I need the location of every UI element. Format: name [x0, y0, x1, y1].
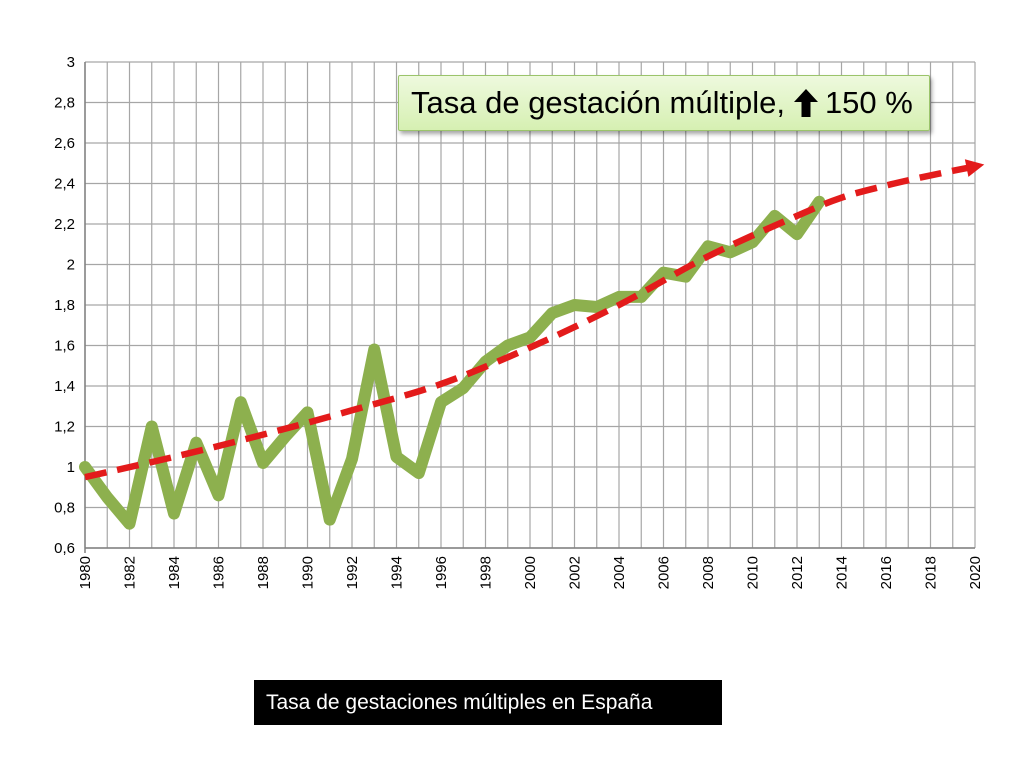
- data-point: [462, 387, 465, 390]
- data-point: [239, 401, 242, 404]
- data-point: [373, 348, 376, 351]
- data-point: [217, 494, 220, 497]
- y-tick-label: 2,4: [54, 176, 75, 193]
- y-tick-label: 2,6: [54, 135, 75, 152]
- y-tick-label: 2,8: [54, 95, 75, 112]
- data-point: [707, 245, 709, 248]
- data-point: [506, 344, 509, 347]
- x-tick-label: 1992: [344, 556, 361, 589]
- y-tick-label: 2: [67, 257, 75, 274]
- data-point: [84, 466, 86, 468]
- y-tick-label: 3: [67, 54, 75, 71]
- data-point: [128, 522, 131, 525]
- x-tick-label: 1998: [478, 556, 495, 589]
- x-tick-label: 2002: [567, 556, 584, 589]
- trend-line: [84, 164, 972, 481]
- y-tick-label: 0,6: [54, 540, 75, 557]
- data-point: [150, 425, 153, 428]
- data-point: [529, 336, 531, 339]
- data-point: [618, 295, 620, 298]
- x-tick-label: 2010: [745, 556, 762, 589]
- data-point: [773, 214, 776, 217]
- x-tick-label: 1980: [77, 556, 94, 589]
- series-line: [79, 195, 826, 530]
- data-point: [106, 496, 109, 499]
- x-tick-label: 1986: [211, 556, 228, 589]
- y-tick-label: 1,8: [54, 297, 75, 314]
- up-arrow-icon: [793, 89, 818, 117]
- y-tick-label: 1,2: [54, 419, 75, 436]
- data-point: [818, 200, 821, 203]
- data-point: [484, 360, 487, 363]
- chart-caption: Tasa de gestaciones múltiples en España: [254, 680, 722, 725]
- x-tick-label: 2004: [611, 556, 628, 589]
- data-point: [751, 241, 754, 244]
- x-tick-label: 1988: [255, 556, 272, 589]
- data-point: [328, 518, 331, 521]
- data-point: [417, 472, 420, 475]
- x-tick-label: 2008: [700, 556, 717, 589]
- annotation-percentage: 150 %: [824, 85, 913, 120]
- y-tick-label: 1,6: [54, 338, 75, 355]
- x-tick-label: 2012: [789, 556, 806, 589]
- y-tick-label: 2,2: [54, 216, 75, 233]
- data-point: [284, 435, 287, 438]
- annotation-text: Tasa de gestación múltiple,: [411, 85, 785, 120]
- x-tick-label: 1982: [122, 556, 139, 589]
- x-tick-label: 1994: [389, 556, 406, 589]
- data-point: [595, 306, 598, 309]
- data-point: [551, 312, 554, 315]
- caption-text: Tasa de gestaciones múltiples en España: [266, 690, 653, 714]
- data-point: [351, 457, 353, 460]
- data-point: [195, 441, 198, 444]
- data-point: [395, 455, 398, 458]
- data-point: [729, 251, 732, 254]
- data-point: [640, 295, 643, 298]
- annotation-callout: Tasa de gestación múltiple, 150 %: [398, 75, 930, 131]
- data-point: [173, 512, 175, 515]
- x-tick-label: 1990: [300, 556, 317, 589]
- data-point: [796, 233, 798, 236]
- data-point: [684, 275, 687, 278]
- x-tick-label: 2020: [967, 556, 984, 589]
- data-point: [306, 411, 309, 414]
- trend-arrowhead: [964, 159, 985, 177]
- data-point: [573, 304, 576, 306]
- data-point: [262, 461, 264, 464]
- x-tick-label: 2016: [878, 556, 895, 589]
- x-tick-label: 2018: [923, 556, 940, 589]
- x-tick-label: 2014: [834, 556, 851, 589]
- x-tick-label: 1984: [166, 556, 183, 589]
- data-point: [440, 401, 442, 404]
- x-tick-label: 1996: [433, 556, 450, 589]
- data-point: [662, 271, 665, 274]
- y-tick-label: 1: [67, 459, 75, 476]
- y-tick-label: 1,4: [54, 378, 75, 395]
- y-tick-label: 0,8: [54, 500, 75, 517]
- x-tick-label: 2000: [522, 556, 539, 589]
- x-tick-label: 2006: [656, 556, 673, 589]
